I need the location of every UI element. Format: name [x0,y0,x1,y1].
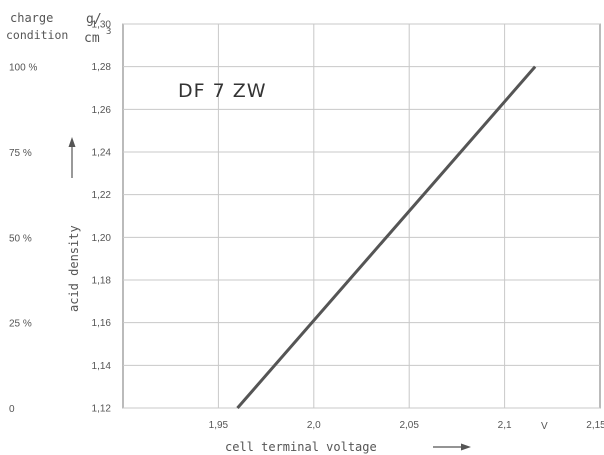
y-tick-label: 1,30 [92,20,112,31]
x-tick-label: 2,05 [399,420,419,431]
y-tick-label: 1,28 [92,62,112,73]
y-tick-label: 1,26 [92,105,112,116]
x-unit-label: V [541,421,548,432]
x-tick-label: 2,0 [307,420,321,431]
y-axis-arrow [68,137,76,178]
y-unit-exponent: 3 [106,27,111,37]
y-axis-label: acid density [67,225,81,312]
x-tick-label: 2,1 [498,420,512,431]
y-tick-label: 1,22 [92,190,112,201]
y-tick-label: 1,12 [92,404,112,415]
y-tick-label: 1,14 [92,361,112,372]
charge-level-label: 50 % [9,233,32,244]
y-unit-top: g/ [86,12,102,27]
y-tick-labels: 1,12 1,14 1,16 1,18 1,20 1,22 1,24 1,26 1,28 1,30 [92,20,112,415]
y-unit-bottom: cm [84,31,100,46]
charge-level-label: 25 % [9,319,32,330]
charge-level-label: 75 % [9,148,32,159]
chart-title: DF 7 ZW [178,80,267,102]
y-tick-label: 1,18 [92,276,112,287]
x-axis-label: cell terminal voltage [225,440,377,454]
x-tick-label: 2,15 [586,420,604,431]
charge-level-label: 0 [9,404,15,415]
vertical-gridlines [217,24,506,408]
y-tick-label: 1,24 [92,148,112,159]
series-group [236,65,537,409]
series-line [236,65,537,409]
y-tick-label: 1,20 [92,233,112,244]
x-axis-arrow [433,443,471,451]
charge-header-line2: condition [6,28,68,42]
x-tick-labels: 1,95 2,0 2,05 2,1 2,15 [209,420,604,431]
y-tick-label: 1,16 [92,318,112,329]
charge-level-labels: 100 % 75 % 50 % 25 % 0 [9,63,37,415]
charge-level-label: 100 % [9,63,37,74]
horizontal-gridlines [123,23,600,409]
x-tick-label: 1,95 [209,420,229,431]
charge-header-line1: charge [10,11,53,25]
